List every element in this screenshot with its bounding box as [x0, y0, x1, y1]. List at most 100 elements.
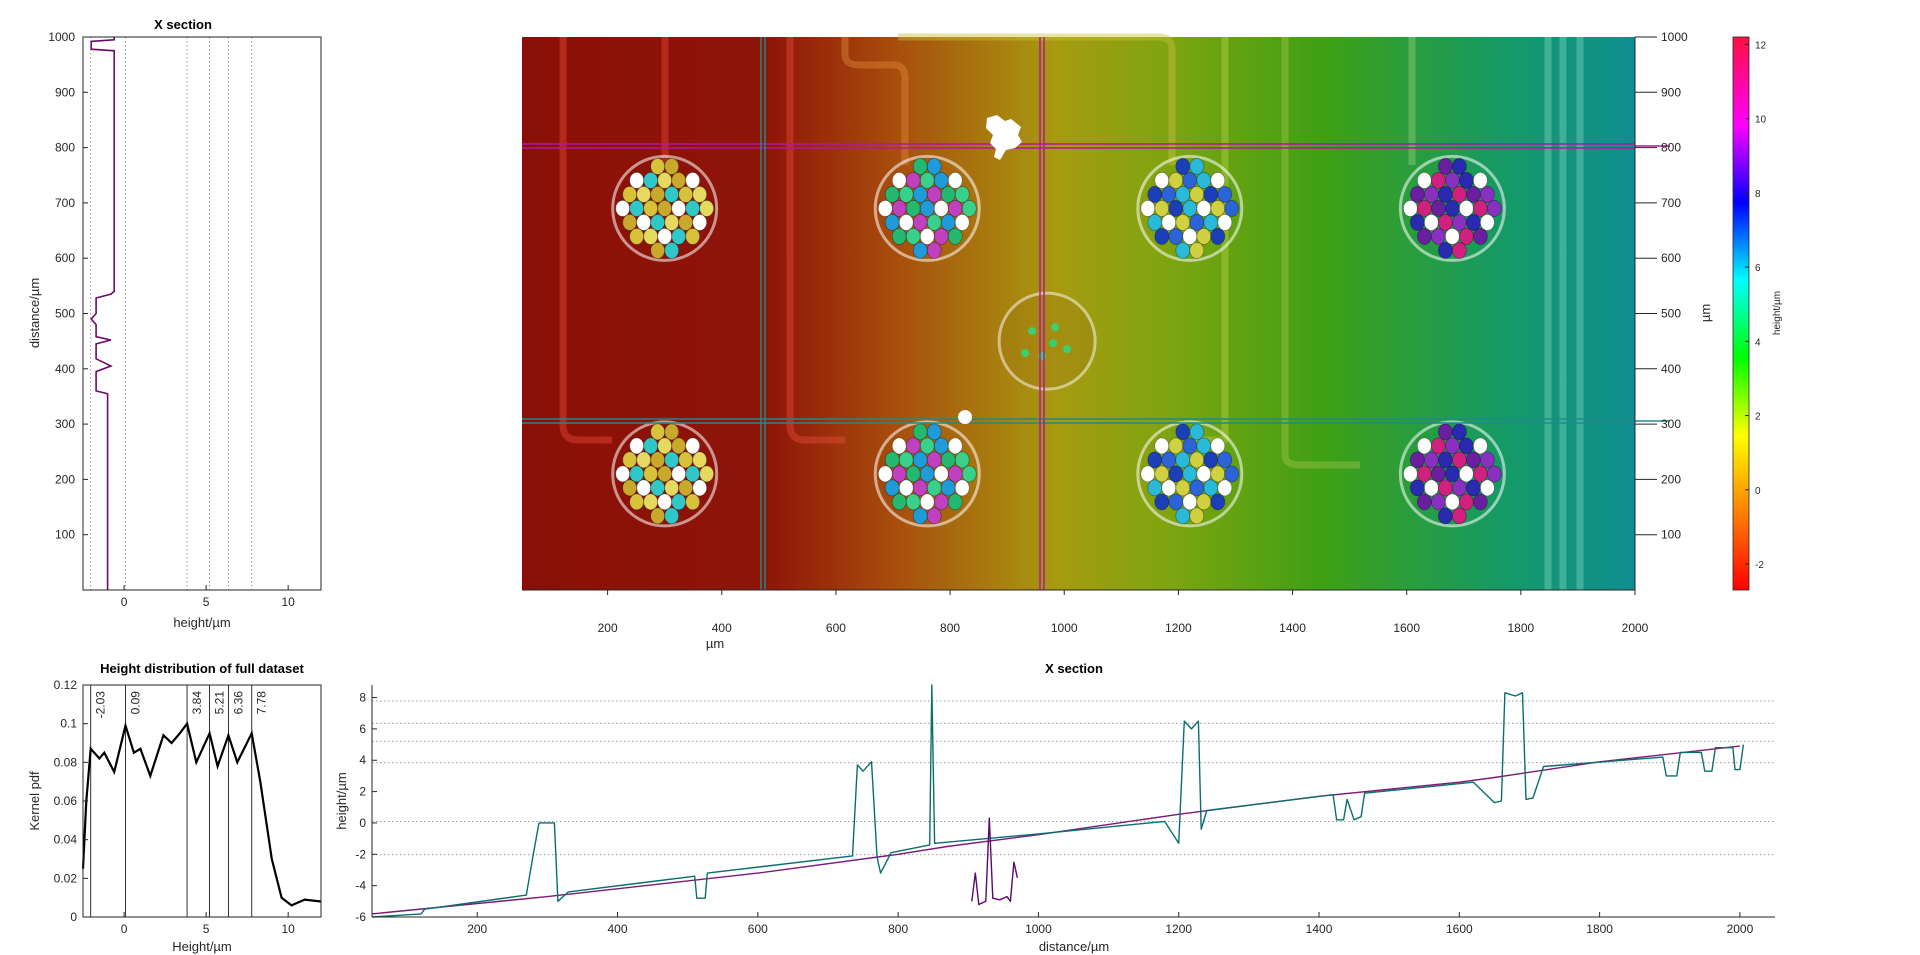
pillar	[898, 214, 914, 231]
chart-title: Height distribution of full dataset	[100, 661, 304, 676]
x-tick-label: 1000	[1025, 922, 1052, 936]
y-ticks: 0 0.02 0.04 0.06 0.08 0.1 0.12	[54, 678, 88, 924]
pillar	[643, 200, 659, 217]
pillar	[685, 465, 701, 483]
pillar	[636, 186, 652, 203]
pillar	[1217, 479, 1233, 497]
pillar	[1217, 451, 1233, 469]
pillar	[664, 186, 680, 203]
x-tick-label: 0	[121, 922, 128, 936]
x-tick-label: 5	[203, 595, 210, 609]
pillar	[657, 228, 673, 245]
pillar	[1196, 228, 1212, 245]
pillar	[1409, 186, 1425, 203]
pillar	[926, 242, 942, 259]
pillar	[1175, 214, 1191, 231]
pillar	[671, 437, 687, 455]
pillar	[1189, 507, 1205, 525]
pillar	[1189, 242, 1205, 259]
colorbar-tick-label: -2	[1755, 560, 1764, 571]
pillar	[891, 172, 907, 189]
pillar	[1203, 479, 1219, 497]
profile-line	[371, 745, 1740, 915]
colorbar-ticks: -2 0 2 4 6 8 10 12	[1745, 40, 1767, 571]
pillar	[933, 437, 949, 455]
pillar	[636, 479, 652, 497]
pillar	[1175, 423, 1191, 441]
y-tick-label: 200	[1661, 472, 1681, 486]
x-tick-label: 400	[712, 621, 732, 635]
pillar	[1402, 200, 1418, 217]
colorbar-tick-label: 12	[1755, 40, 1767, 51]
pillar	[629, 200, 645, 217]
pillar	[643, 493, 659, 511]
x-tick-label: 200	[598, 621, 618, 635]
pillar	[1189, 158, 1205, 175]
pillar	[905, 172, 921, 189]
x-tick-label: 1800	[1507, 621, 1534, 635]
pillar	[1451, 479, 1467, 497]
x-tick-label: 1400	[1279, 621, 1306, 635]
pillar	[629, 437, 645, 455]
well-rim	[873, 154, 981, 262]
x-tick-label: 2000	[1727, 922, 1754, 936]
peak-label: -2.03	[94, 691, 108, 719]
pillar	[650, 186, 666, 203]
plot-frame	[82, 684, 322, 918]
pillar	[1430, 493, 1446, 511]
pillar	[1224, 200, 1240, 217]
pillar	[1140, 465, 1156, 483]
pillar	[1416, 493, 1432, 511]
pillar	[919, 437, 935, 455]
pillar	[622, 214, 638, 231]
pillar	[1430, 200, 1446, 217]
pillar	[692, 186, 708, 203]
center-pillar	[1028, 327, 1037, 336]
pillar	[1203, 186, 1219, 203]
pillar	[1189, 186, 1205, 203]
pillar	[912, 186, 928, 203]
pillar	[1154, 465, 1170, 483]
pillar	[671, 228, 687, 245]
y-tick-label: 600	[55, 251, 75, 265]
pillar	[1444, 172, 1460, 189]
height-distribution-chart: Height distribution of full dataset -2.0…	[27, 661, 322, 954]
y-tick-label: 6	[359, 722, 366, 736]
pillar	[1444, 437, 1460, 455]
pillar	[1154, 437, 1170, 455]
pillar	[1451, 451, 1467, 469]
y-tick-label: 700	[55, 196, 75, 210]
pillar	[933, 493, 949, 511]
pillar	[1168, 172, 1184, 189]
y-tick-label: 0	[359, 816, 366, 830]
pillar	[1472, 172, 1488, 189]
pillar	[629, 493, 645, 511]
pillar	[1458, 172, 1474, 189]
x-section-horizontal-chart: X section 200 400 600 800 1000 1200 1400 1600 18…	[334, 661, 1775, 954]
pillar	[1154, 493, 1170, 511]
pillar	[1189, 451, 1205, 469]
pillar	[671, 465, 687, 483]
center-pillar	[1051, 323, 1060, 332]
well-rim	[611, 420, 719, 528]
pillar	[884, 451, 900, 469]
profile-lines	[371, 684, 1745, 918]
pillar	[926, 451, 942, 469]
pillar	[961, 200, 977, 217]
pillar	[1409, 451, 1425, 469]
y-tick-label: -6	[355, 910, 366, 924]
peak-label: 3.84	[190, 691, 204, 715]
pillar	[1210, 465, 1226, 483]
pillar	[1175, 186, 1191, 203]
pillar	[1182, 465, 1198, 483]
x-tick-label: 1400	[1306, 922, 1333, 936]
pillar	[1182, 437, 1198, 455]
pillar	[1409, 214, 1425, 231]
pillar	[650, 242, 666, 259]
pillar	[1486, 465, 1502, 483]
pillar	[919, 493, 935, 511]
pillar	[622, 479, 638, 497]
pillar	[1168, 228, 1184, 245]
center-well	[997, 291, 1097, 391]
pillar	[1444, 200, 1460, 217]
